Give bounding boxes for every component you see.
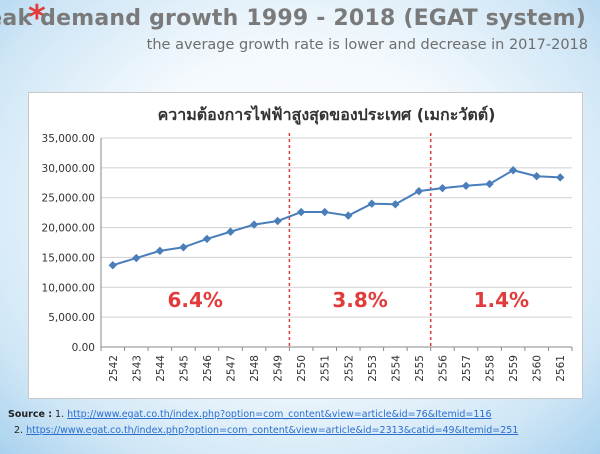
chart-title: ความต้องการไฟฟ้าสูงสุดของประเทศ (เมกะวัต… — [158, 105, 496, 126]
x-tick-label: 2558 — [485, 355, 497, 382]
x-tick-label: 2555 — [414, 355, 426, 382]
x-tick-label: 2547 — [226, 355, 238, 382]
x-tick-label: 2560 — [532, 355, 544, 382]
data-point — [320, 207, 329, 217]
source-label: Source : — [8, 409, 52, 420]
y-tick-label: 25,000.00 — [42, 193, 95, 205]
x-tick-label: 2551 — [320, 355, 332, 382]
data-point — [108, 260, 117, 270]
series-line — [112, 169, 561, 267]
x-tick-label: 2549 — [273, 355, 285, 382]
source-line-2: 2. https://www.egat.co.th/index.php?opti… — [14, 425, 518, 436]
x-tick-label: 2559 — [508, 355, 520, 382]
page-title: Peak demand growth 1999 - 2018 (EGAT sys… — [0, 6, 586, 31]
header: * Peak demand growth 1999 - 2018 (EGAT s… — [0, 0, 594, 38]
page-subtitle: the average growth rate is lower and dec… — [146, 37, 588, 53]
y-tick-label: 10,000.00 — [42, 282, 95, 294]
data-point — [367, 199, 377, 208]
x-tick-label: 2543 — [131, 355, 143, 382]
peak-demand-chart: ความต้องการไฟฟ้าสูงสุดของประเทศ (เมกะวัต… — [42, 105, 573, 382]
data-point — [532, 172, 541, 181]
data-point — [179, 243, 188, 252]
x-tick-label: 2561 — [555, 355, 567, 382]
x-tick-label: 2552 — [343, 355, 355, 382]
data-point — [391, 200, 400, 209]
data-point — [556, 173, 565, 182]
x-tick-label: 2545 — [178, 355, 190, 382]
data-point — [296, 207, 306, 217]
data-point — [249, 220, 259, 229]
data-point — [273, 216, 282, 226]
chart-panel: ความต้องการไฟฟ้าสูงสุดของประเทศ (เมกะวัต… — [28, 92, 583, 399]
data-point — [344, 211, 353, 220]
growth-rate-label: 3.8% — [332, 288, 387, 312]
source-item2-number: 2. — [14, 425, 24, 436]
source-link-2[interactable]: https://www.egat.co.th/index.php?option=… — [26, 425, 519, 436]
data-point — [132, 253, 141, 263]
data-point — [414, 186, 424, 196]
y-tick-label: 15,000.00 — [42, 252, 95, 264]
x-tick-label: 2557 — [461, 355, 473, 382]
y-tick-label: 20,000.00 — [42, 223, 95, 235]
data-point — [202, 234, 212, 244]
growth-rate-label: 1.4% — [474, 288, 529, 312]
data-point — [508, 166, 518, 175]
growth-rate-label: 6.4% — [167, 288, 222, 312]
x-tick-label: 2546 — [202, 355, 214, 382]
data-point — [438, 183, 447, 193]
data-point — [155, 246, 165, 256]
source-item1-number: 1. — [55, 409, 65, 420]
data-point — [485, 179, 494, 189]
y-tick-label: 0.00 — [72, 342, 95, 354]
x-tick-label: 2550 — [296, 355, 308, 382]
source-block: Source : 1. http://www.egat.co.th/index.… — [8, 409, 518, 436]
y-tick-label: 30,000.00 — [42, 163, 95, 175]
data-point — [226, 227, 235, 236]
x-tick-label: 2556 — [437, 355, 449, 382]
x-tick-label: 2548 — [249, 355, 261, 382]
x-tick-label: 2554 — [390, 355, 402, 382]
source-link-1[interactable]: http://www.egat.co.th/index.php?option=c… — [67, 409, 492, 420]
x-tick-label: 2544 — [155, 355, 167, 382]
x-tick-label: 2553 — [367, 355, 379, 382]
y-tick-label: 35,000.00 — [42, 133, 95, 145]
x-tick-label: 2542 — [108, 355, 120, 382]
y-tick-label: 5,000.00 — [48, 312, 95, 324]
asterisk-bullet: * — [28, 0, 46, 38]
data-point — [461, 181, 471, 190]
